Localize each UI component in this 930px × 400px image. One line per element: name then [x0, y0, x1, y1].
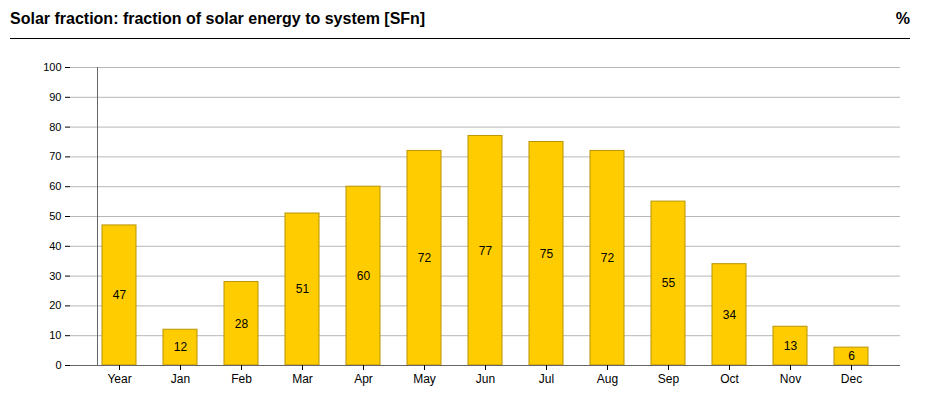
svg-text:75: 75: [540, 247, 554, 261]
svg-text:Jan: Jan: [171, 372, 190, 386]
svg-text:Jul: Jul: [539, 372, 554, 386]
svg-text:10: 10: [49, 329, 61, 341]
svg-text:Oct: Oct: [720, 372, 739, 386]
svg-text:60: 60: [357, 269, 371, 283]
svg-text:Jun: Jun: [476, 372, 495, 386]
svg-text:100: 100: [43, 61, 61, 73]
svg-text:72: 72: [601, 251, 615, 265]
svg-text:Sep: Sep: [658, 372, 680, 386]
svg-text:Aug: Aug: [597, 372, 618, 386]
svg-text:Feb: Feb: [231, 372, 252, 386]
svg-text:47: 47: [113, 288, 127, 302]
svg-text:6: 6: [848, 349, 855, 363]
svg-text:70: 70: [49, 150, 61, 162]
svg-text:40: 40: [49, 240, 61, 252]
svg-text:20: 20: [49, 299, 61, 311]
html-text:Solar fraction: fraction of so: Solar fraction: fraction of solar energy…: [10, 10, 426, 27]
svg-text:12: 12: [174, 340, 188, 354]
svg-text:Mar: Mar: [292, 372, 313, 386]
svg-text:Apr: Apr: [354, 372, 373, 386]
svg-text:34: 34: [723, 308, 737, 322]
svg-text:50: 50: [49, 210, 61, 222]
svg-text:72: 72: [418, 251, 432, 265]
svg-text:51: 51: [296, 282, 310, 296]
svg-text:80: 80: [49, 121, 61, 133]
svg-text:May: May: [413, 372, 436, 386]
svg-text:55: 55: [662, 276, 676, 290]
svg-text:13: 13: [784, 339, 798, 353]
svg-text:77: 77: [479, 244, 493, 258]
svg-text:28: 28: [235, 317, 249, 331]
svg-text:90: 90: [49, 91, 61, 103]
svg-text:30: 30: [49, 270, 61, 282]
svg-text:Nov: Nov: [780, 372, 801, 386]
svg-text:60: 60: [49, 180, 61, 192]
svg-text:Dec: Dec: [841, 372, 862, 386]
svg-text:Year: Year: [107, 372, 131, 386]
svg-text:0: 0: [55, 359, 61, 371]
